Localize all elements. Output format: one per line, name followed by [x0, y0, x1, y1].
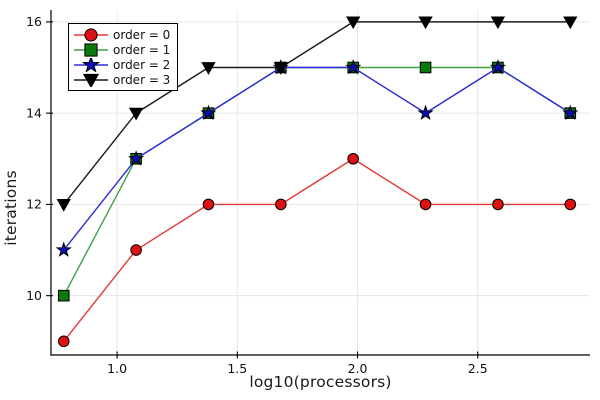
- legend: order = 0 order = 1 order = 2 order = 3: [68, 23, 178, 91]
- circle-marker-icon: [57, 335, 70, 348]
- legend-item-1: order = 1: [73, 42, 177, 57]
- circle-marker-icon: [275, 198, 287, 211]
- legend-sample-0: [74, 27, 108, 42]
- star-marker-icon: [562, 104, 579, 121]
- square-marker-icon: [57, 289, 70, 302]
- y-tick-label: 16: [26, 14, 42, 29]
- triangle-down-marker-icon: [563, 16, 578, 30]
- legend-label-0: order = 0: [113, 27, 171, 42]
- circle-marker-icon: [492, 198, 504, 211]
- y-tick-label: 14: [26, 105, 42, 120]
- triangle-down-marker-icon: [82, 73, 100, 87]
- triangle-down-marker-icon: [56, 199, 71, 212]
- circle-marker-icon: [84, 27, 98, 42]
- x-tick-label: 1.5: [227, 361, 247, 376]
- x-axis-label: log10(processors): [249, 373, 392, 391]
- circle-marker-icon: [202, 198, 215, 211]
- star-marker-icon: [417, 104, 434, 121]
- circle-marker-icon: [564, 198, 577, 211]
- star-marker-icon: [128, 150, 145, 166]
- legend-item-2: order = 2: [73, 57, 177, 72]
- legend-item-3: order = 3: [73, 72, 177, 87]
- triangle-down-marker-icon: [201, 62, 216, 75]
- triangle-down-marker-icon: [418, 16, 433, 30]
- y-axis-label: iterations: [2, 170, 20, 246]
- triangle-down-marker-icon: [128, 107, 144, 121]
- legend-label-2: order = 2: [113, 57, 171, 72]
- star-marker-icon: [55, 241, 72, 257]
- star-marker-icon: [200, 104, 217, 121]
- circle-marker-icon: [347, 152, 359, 165]
- legend-sample-1: [74, 42, 108, 57]
- triangle-down-marker-icon: [273, 62, 288, 75]
- y-tick-label: 10: [26, 288, 42, 303]
- x-tick-label: 2.0: [348, 361, 368, 376]
- x-tick-label: 2.5: [468, 361, 488, 376]
- star-marker-icon: [489, 58, 507, 75]
- legend-sample-3: [74, 73, 108, 87]
- triangle-down-marker-icon: [490, 16, 506, 30]
- legend-item-0: order = 0: [73, 27, 177, 42]
- star-marker-icon: [345, 58, 362, 75]
- star-marker-icon: [81, 57, 101, 72]
- series-line-0: [63, 158, 571, 342]
- y-tick-label: 12: [26, 197, 42, 212]
- circle-marker-icon: [419, 198, 432, 211]
- series-line-3: [63, 21, 571, 205]
- legend-label-3: order = 3: [113, 72, 171, 87]
- circle-marker-icon: [130, 244, 142, 256]
- series-line-2: [63, 66, 571, 251]
- legend-sample-2: [74, 57, 108, 72]
- triangle-down-marker-icon: [346, 16, 361, 30]
- square-marker-icon: [419, 61, 432, 74]
- square-marker-icon: [84, 42, 98, 57]
- x-tick-label: 1.0: [107, 361, 127, 376]
- legend-label-1: order = 1: [113, 42, 171, 57]
